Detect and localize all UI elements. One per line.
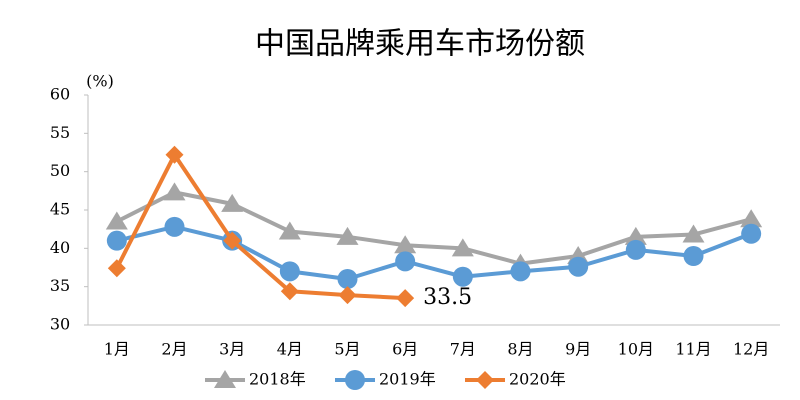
legend-marker: [476, 371, 494, 389]
y-tick-label: 50: [50, 161, 70, 180]
legend-label: 2020年: [509, 370, 566, 389]
y-tick-label: 40: [50, 238, 70, 257]
legend-label: 2018年: [249, 370, 306, 389]
point: [568, 256, 589, 277]
point: [682, 224, 705, 243]
y-tick-label: 35: [50, 276, 70, 295]
point: [163, 182, 186, 201]
x-tick-label: 12月: [733, 340, 769, 359]
point: [451, 238, 474, 257]
data-label: 33.5: [423, 285, 472, 310]
x-tick-label: 8月: [507, 340, 533, 359]
point: [107, 259, 126, 278]
legend-marker: [345, 370, 365, 390]
legend-marker: [214, 370, 236, 388]
x-tick-label: 3月: [219, 340, 245, 359]
x-tick-label: 11月: [675, 340, 711, 359]
y-tick-label: 45: [50, 200, 70, 219]
x-tick-label: 5月: [334, 340, 360, 359]
point: [338, 286, 357, 305]
point: [105, 211, 128, 230]
x-tick-label: 6月: [392, 340, 418, 359]
legend-label: 2019年: [379, 370, 436, 389]
y-tick-label: 55: [50, 123, 70, 142]
point: [624, 226, 647, 245]
point: [337, 269, 358, 289]
y-tick-label: 30: [50, 315, 70, 334]
point: [452, 266, 473, 287]
x-tick-label: 4月: [277, 340, 303, 359]
point: [740, 209, 763, 228]
x-tick-label: 10月: [618, 340, 654, 359]
series-line: [115, 190, 752, 266]
point: [394, 235, 417, 254]
point: [625, 239, 646, 260]
x-tick-label: 7月: [450, 340, 476, 359]
point: [741, 223, 762, 244]
point: [396, 289, 415, 308]
point: [278, 221, 301, 240]
point: [223, 231, 242, 250]
point: [510, 261, 531, 282]
point: [395, 251, 416, 272]
chart-title: 中国品牌乘用车市场份额: [255, 27, 585, 62]
point: [336, 226, 359, 245]
x-tick-label: 9月: [565, 340, 591, 359]
y-tick-label: 60: [50, 85, 70, 104]
x-tick-label: 2月: [161, 340, 187, 359]
point: [221, 193, 244, 212]
series-line: [115, 152, 406, 301]
point: [165, 145, 184, 164]
y-unit: (%): [86, 72, 114, 91]
point: [106, 230, 127, 251]
x-tick-label: 1月: [104, 340, 130, 359]
point: [164, 216, 185, 237]
point: [279, 261, 300, 282]
point: [683, 246, 704, 266]
point: [280, 282, 299, 301]
